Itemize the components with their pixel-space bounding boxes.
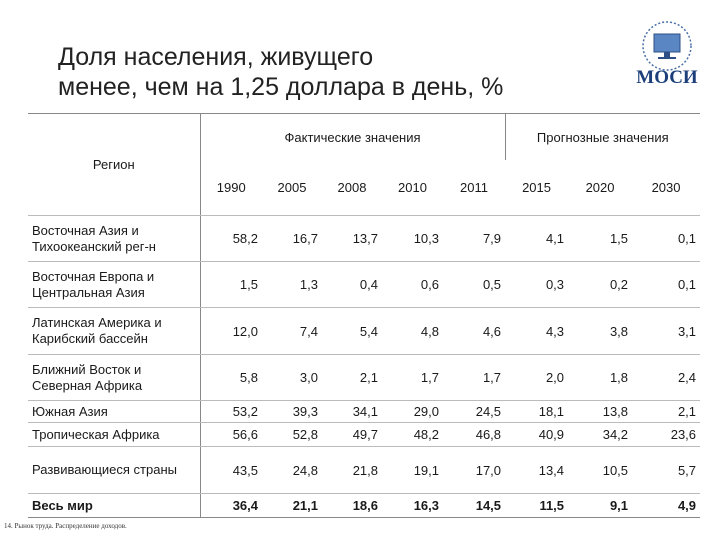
region-cell: Восточная Европа и Центральная Азия xyxy=(28,261,201,308)
value-cell: 4,6 xyxy=(443,307,506,355)
value-cell: 1,5 xyxy=(568,215,633,262)
value-cell: 1,8 xyxy=(568,354,633,401)
year-header: 2010 xyxy=(382,160,443,216)
value-cell: 21,8 xyxy=(322,446,382,494)
value-cell: 13,8 xyxy=(568,400,633,423)
data-table: Регион Фактические значения Прогнозные з… xyxy=(28,113,701,518)
value-cell: 5,4 xyxy=(322,307,382,355)
value-cell: 0,6 xyxy=(382,261,443,308)
value-cell: 4,3 xyxy=(505,307,569,355)
logo-text: МОСИ xyxy=(636,67,698,88)
value-cell: 43,5 xyxy=(200,446,262,494)
value-cell: 7,9 xyxy=(443,215,506,262)
title-line: менее, чем на 1,25 доллара в день, % xyxy=(58,73,504,101)
title-line: Доля населения, живущего xyxy=(58,43,374,71)
value-cell: 0,3 xyxy=(505,261,569,308)
value-cell: 2,1 xyxy=(632,400,701,423)
table-row: Восточная Азия и Тихоокеанский рег-н 58,2… xyxy=(28,215,701,262)
year-header: 2011 xyxy=(443,160,506,216)
year-header: 2005 xyxy=(262,160,322,216)
value-cell: 18,1 xyxy=(505,400,569,423)
value-cell: 3,0 xyxy=(262,354,322,401)
year-header: 2008 xyxy=(322,160,382,216)
year-header: 2030 xyxy=(632,160,701,216)
value-cell: 49,7 xyxy=(322,422,382,447)
value-cell: 29,0 xyxy=(382,400,443,423)
value-cell: 0,2 xyxy=(568,261,633,308)
value-cell: 53,2 xyxy=(200,400,262,423)
value-cell: 14,5 xyxy=(443,493,506,518)
region-cell: Тропическая Африка xyxy=(28,422,201,447)
year-header: 2015 xyxy=(505,160,569,216)
logo: МОСИ xyxy=(636,21,698,88)
value-cell: 1,3 xyxy=(262,261,322,308)
value-cell: 0,1 xyxy=(632,261,701,308)
value-cell: 0,4 xyxy=(322,261,382,308)
value-cell: 2,4 xyxy=(632,354,701,401)
table-row: Весь мир 36,4 21,1 18,6 16,3 14,5 11,5 9,1 4,9 xyxy=(28,493,701,518)
table-row: Восточная Европа и Центральная Азия 1,5 1,… xyxy=(28,261,701,308)
value-cell: 1,7 xyxy=(443,354,506,401)
value-cell: 16,3 xyxy=(382,493,443,518)
value-cell: 12,0 xyxy=(200,307,262,355)
value-cell: 58,2 xyxy=(200,215,262,262)
group-header: Прогнозные значения xyxy=(505,113,701,160)
value-cell: 18,6 xyxy=(322,493,382,518)
value-cell: 13,4 xyxy=(505,446,569,494)
region-cell: Южная Азия xyxy=(28,400,201,423)
value-cell: 11,5 xyxy=(505,493,569,518)
value-cell: 3,8 xyxy=(568,307,633,355)
value-cell: 9,1 xyxy=(568,493,633,518)
value-cell: 19,1 xyxy=(382,446,443,494)
value-cell: 7,4 xyxy=(262,307,322,355)
region-cell: Ближний Восток и Северная Африка xyxy=(28,354,201,401)
region-cell: Восточная Азия и Тихоокеанский рег-н xyxy=(28,215,201,262)
region-cell: Весь мир xyxy=(28,493,201,518)
value-cell: 10,3 xyxy=(382,215,443,262)
value-cell: 36,4 xyxy=(200,493,262,518)
value-cell: 2,1 xyxy=(322,354,382,401)
value-cell: 10,5 xyxy=(568,446,633,494)
value-cell: 4,9 xyxy=(632,493,701,518)
value-cell: 0,1 xyxy=(632,215,701,262)
value-cell: 39,3 xyxy=(262,400,322,423)
table-row: Южная Азия 53,2 39,3 34,1 29,0 24,5 18,1 13,8 2,… xyxy=(28,400,701,423)
value-cell: 4,1 xyxy=(505,215,569,262)
value-cell: 52,8 xyxy=(262,422,322,447)
value-cell: 40,9 xyxy=(505,422,569,447)
value-cell: 34,1 xyxy=(322,400,382,423)
value-cell: 16,7 xyxy=(262,215,322,262)
table-row: Развивающиеся страны 43,5 24,8 21,8 19,1 17,0… xyxy=(28,446,701,494)
year-header: 1990 xyxy=(200,160,262,216)
value-cell: 1,7 xyxy=(382,354,443,401)
title: Доля населения, живущего менее, чем на 1… xyxy=(58,42,503,102)
value-cell: 1,5 xyxy=(200,261,262,308)
table-row: Ближний Восток и Северная Африка 5,8 3,0 2,… xyxy=(28,354,701,401)
value-cell: 5,7 xyxy=(632,446,701,494)
value-cell: 5,8 xyxy=(200,354,262,401)
year-header: 2020 xyxy=(568,160,633,216)
value-cell: 56,6 xyxy=(200,422,262,447)
region-header: Регион xyxy=(28,113,201,216)
value-cell: 24,5 xyxy=(443,400,506,423)
region-cell: Развивающиеся страны xyxy=(28,446,201,494)
value-cell: 24,8 xyxy=(262,446,322,494)
value-cell: 21,1 xyxy=(262,493,322,518)
footnote: 14. Рынок труда. Распределение доходов. xyxy=(4,522,127,530)
region-cell: Латинская Америка и Карибский бассейн xyxy=(28,307,201,355)
value-cell: 46,8 xyxy=(443,422,506,447)
value-cell: 0,5 xyxy=(443,261,506,308)
value-cell: 17,0 xyxy=(443,446,506,494)
value-cell: 2,0 xyxy=(505,354,569,401)
value-cell: 23,6 xyxy=(632,422,701,447)
value-cell: 4,8 xyxy=(382,307,443,355)
value-cell: 48,2 xyxy=(382,422,443,447)
group-header: Фактические значения xyxy=(200,113,506,160)
value-cell: 13,7 xyxy=(322,215,382,262)
table-row: Тропическая Африка 56,6 52,8 49,7 48,2 46,8 40… xyxy=(28,422,701,447)
value-cell: 34,2 xyxy=(568,422,633,447)
value-cell: 3,1 xyxy=(632,307,701,355)
table-row: Латинская Америка и Карибский бассейн 12,… xyxy=(28,307,701,355)
